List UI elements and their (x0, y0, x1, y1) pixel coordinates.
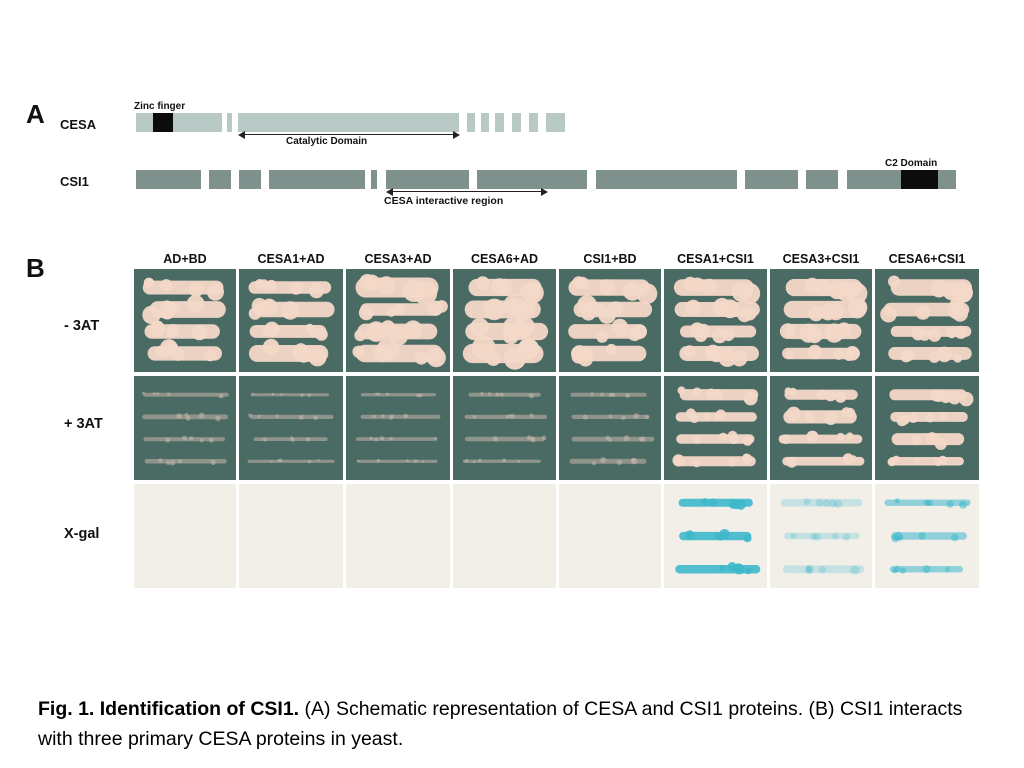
c2-domain-block (901, 170, 938, 189)
csi1-protein-bar (136, 170, 956, 189)
plate-cell (664, 484, 767, 588)
plate-cell (875, 484, 979, 588)
plate-cell (453, 269, 556, 372)
plate-cell (346, 484, 450, 588)
zinc-finger-label: Zinc finger (134, 101, 186, 112)
plate-cell (559, 376, 661, 480)
panel-a-letter: A (26, 99, 45, 129)
plate-cell (770, 376, 872, 480)
plate-cell (134, 376, 236, 480)
cesa-interactive-arrow (386, 188, 548, 196)
c2-domain-label: C2 Domain (885, 158, 938, 169)
plate-cell (346, 376, 450, 480)
column-header: CESA3+CSI1 (782, 252, 860, 266)
plate-cell (770, 484, 872, 588)
panel-b-letter: B (26, 253, 45, 283)
cesa-protein-bar (136, 113, 566, 132)
column-header: CESA3+AD (364, 252, 432, 266)
caption-bold: Fig. 1. Identification of CSI1. (38, 698, 300, 720)
column-header: CESA6+CSI1 (888, 252, 966, 266)
cesa-label: CESA (60, 117, 97, 132)
plate-cell (346, 269, 450, 372)
row-header: + 3AT (64, 416, 103, 432)
catalytic-domain-block (238, 113, 459, 132)
plate-cell (239, 484, 343, 588)
zinc-finger-domain (153, 113, 173, 132)
plate-cell (559, 269, 661, 372)
catalytic-domain-arrow (238, 131, 460, 139)
cesa-interactive-label: CESA interactive region (384, 195, 504, 207)
plate-cell (770, 269, 872, 372)
column-header: CESA1+CSI1 (677, 252, 754, 266)
row-header: - 3AT (64, 318, 100, 334)
figure-caption: Fig. 1. Identification of CSI1. (A) Sche… (38, 694, 988, 754)
plate-cell (239, 376, 343, 480)
plate-cell (664, 376, 767, 480)
row-header: X-gal (64, 526, 100, 542)
plate-cell (453, 484, 556, 588)
column-header: AD+BD (163, 252, 207, 266)
plate-cell (239, 269, 343, 372)
plate-cell (664, 269, 767, 372)
plate-cell (134, 484, 236, 588)
plate-cell (875, 376, 979, 480)
plate-cell (134, 269, 236, 372)
column-header: CESA6+AD (470, 252, 539, 266)
csi1-label: CSI1 (60, 174, 89, 189)
column-header: CESA1+AD (257, 252, 325, 266)
catalytic-domain-label: Catalytic Domain (286, 136, 368, 147)
caption-text: (A) Schematic representation of CESA and… (38, 698, 963, 750)
column-header: CSI1+BD (583, 252, 637, 266)
plate-cell (453, 376, 556, 480)
plate-cell (875, 269, 979, 372)
plate-cell (559, 484, 661, 588)
